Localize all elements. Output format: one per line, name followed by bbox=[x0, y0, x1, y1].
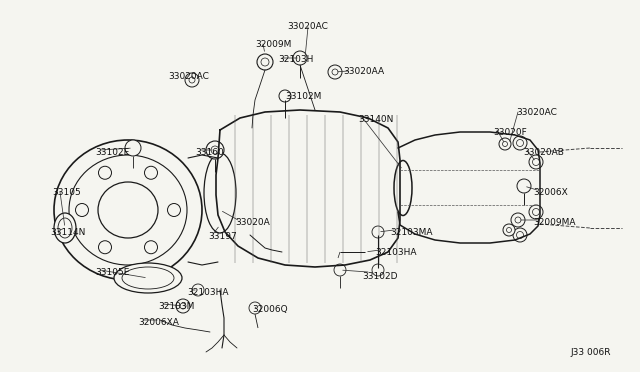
Text: 32006Q: 32006Q bbox=[252, 305, 287, 314]
Text: 33020AB: 33020AB bbox=[523, 148, 564, 157]
Text: 32103MA: 32103MA bbox=[390, 228, 433, 237]
Text: 33105: 33105 bbox=[52, 188, 81, 197]
Text: 33102D: 33102D bbox=[362, 272, 397, 281]
Circle shape bbox=[249, 302, 261, 314]
Text: 33140N: 33140N bbox=[358, 115, 394, 124]
Text: 33160: 33160 bbox=[195, 148, 224, 157]
Text: J33 006R: J33 006R bbox=[570, 348, 611, 357]
Circle shape bbox=[511, 213, 525, 227]
Text: 32006XA: 32006XA bbox=[138, 318, 179, 327]
Circle shape bbox=[372, 226, 384, 238]
Text: 33020AC: 33020AC bbox=[287, 22, 328, 31]
Circle shape bbox=[372, 264, 384, 276]
Ellipse shape bbox=[54, 140, 202, 280]
Text: 32009M: 32009M bbox=[255, 40, 291, 49]
Circle shape bbox=[185, 73, 199, 87]
Text: 32009MA: 32009MA bbox=[533, 218, 575, 227]
Circle shape bbox=[206, 141, 224, 159]
Text: 32103HA: 32103HA bbox=[375, 248, 417, 257]
Circle shape bbox=[279, 90, 291, 102]
Text: 33020AA: 33020AA bbox=[343, 67, 384, 76]
Text: 33105E: 33105E bbox=[95, 268, 129, 277]
Circle shape bbox=[499, 138, 511, 150]
Circle shape bbox=[529, 155, 543, 169]
Circle shape bbox=[513, 228, 527, 242]
Circle shape bbox=[125, 140, 141, 156]
Text: 33114N: 33114N bbox=[50, 228, 85, 237]
Circle shape bbox=[513, 136, 527, 150]
Text: 33197: 33197 bbox=[208, 232, 237, 241]
Circle shape bbox=[334, 264, 346, 276]
Circle shape bbox=[192, 284, 204, 296]
Ellipse shape bbox=[114, 263, 182, 293]
Text: 33020AC: 33020AC bbox=[168, 72, 209, 81]
Text: 32006X: 32006X bbox=[533, 188, 568, 197]
Text: 32103HA: 32103HA bbox=[187, 288, 228, 297]
Ellipse shape bbox=[54, 213, 76, 243]
Text: 33102M: 33102M bbox=[285, 92, 321, 101]
Text: 33102E: 33102E bbox=[95, 148, 129, 157]
Circle shape bbox=[257, 54, 273, 70]
Text: 32103H: 32103H bbox=[278, 55, 314, 64]
Circle shape bbox=[503, 224, 515, 236]
Ellipse shape bbox=[394, 160, 412, 215]
Ellipse shape bbox=[204, 153, 236, 233]
Circle shape bbox=[529, 205, 543, 219]
Text: 33020F: 33020F bbox=[493, 128, 527, 137]
Circle shape bbox=[328, 65, 342, 79]
Text: 32103M: 32103M bbox=[158, 302, 195, 311]
Text: 33020AC: 33020AC bbox=[516, 108, 557, 117]
Circle shape bbox=[517, 179, 531, 193]
Circle shape bbox=[293, 51, 307, 65]
Text: 33020A: 33020A bbox=[235, 218, 269, 227]
Circle shape bbox=[176, 299, 190, 313]
